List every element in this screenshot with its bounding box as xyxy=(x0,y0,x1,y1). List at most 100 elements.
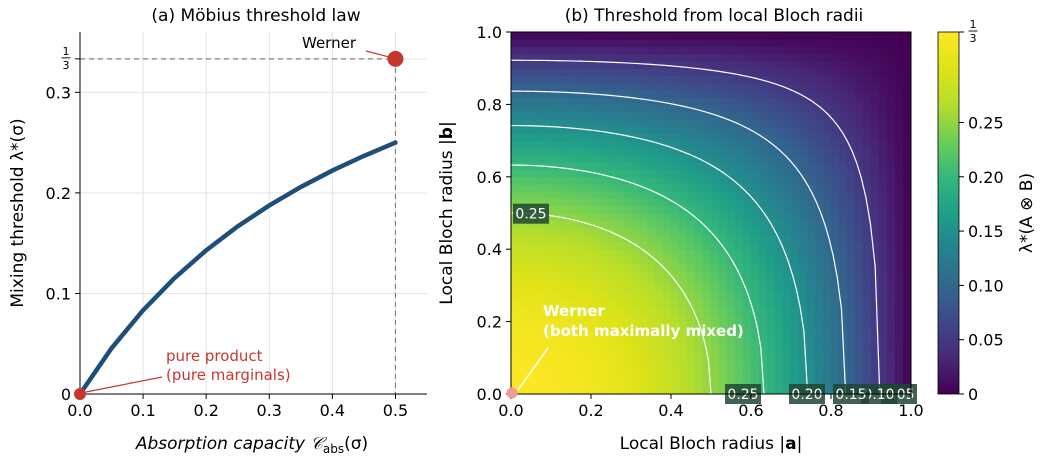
heatmap-cell xyxy=(719,241,728,250)
heatmap-cell xyxy=(863,213,872,221)
heatmap-cell xyxy=(719,263,728,272)
heatmap-cell xyxy=(847,234,856,243)
x-tick-label: 0.2 xyxy=(193,401,218,420)
x-tick-label: 0.5 xyxy=(383,401,408,420)
heatmap-cell xyxy=(599,227,608,236)
heatmap-cell xyxy=(663,386,672,394)
heatmap-cell xyxy=(887,372,896,381)
heatmap-cell xyxy=(559,46,568,55)
heatmap-cell xyxy=(695,234,704,243)
heatmap-cell xyxy=(703,133,712,142)
heatmap-cell xyxy=(735,126,744,134)
panel-a-y-axis-label: Mixing threshold λ*(σ) xyxy=(8,118,28,307)
heatmap-cell xyxy=(639,75,648,84)
heatmap-cell xyxy=(559,350,568,359)
heatmap-cell xyxy=(647,249,656,258)
heatmap-cell xyxy=(639,104,648,113)
heatmap-cell xyxy=(511,270,520,279)
heatmap-cell xyxy=(647,169,656,178)
heatmap-cell xyxy=(831,256,840,265)
heatmap-cell xyxy=(903,249,911,258)
heatmap-cell xyxy=(639,350,648,359)
heatmap-cell xyxy=(543,184,552,192)
heatmap-cell xyxy=(607,184,616,192)
heatmap-cell xyxy=(887,321,896,330)
heatmap-cell xyxy=(535,263,544,272)
heatmap-cell xyxy=(735,372,744,381)
heatmap-cell xyxy=(511,111,520,120)
heatmap-cell xyxy=(815,249,824,258)
heatmap-cell xyxy=(655,321,664,330)
heatmap-cell xyxy=(687,321,696,330)
heatmap-cell xyxy=(583,307,592,315)
heatmap-cell xyxy=(671,184,680,192)
y-tick-label: 0.2 xyxy=(46,184,71,203)
heatmap-cell xyxy=(535,82,544,91)
heatmap-cell xyxy=(759,82,768,91)
heatmap-cell xyxy=(567,191,576,200)
heatmap-cell xyxy=(703,191,712,200)
heatmap-cell xyxy=(679,220,688,229)
heatmap-cell xyxy=(543,46,552,55)
heatmap-cell xyxy=(623,176,632,185)
heatmap-cell xyxy=(679,249,688,258)
heatmap-cell xyxy=(551,176,560,185)
heatmap-cell xyxy=(511,278,520,286)
heatmap-cell xyxy=(895,299,904,308)
heatmap-cell xyxy=(543,292,552,301)
heatmap-cell xyxy=(783,191,792,200)
heatmap-cell xyxy=(679,75,688,84)
heatmap-cell xyxy=(783,169,792,178)
heatmap-cell xyxy=(615,169,624,178)
heatmap-cell xyxy=(615,379,624,388)
heatmap-cell xyxy=(727,357,736,366)
heatmap-cell xyxy=(647,321,656,330)
heatmap-cell xyxy=(551,191,560,200)
panel-b-frame xyxy=(510,31,912,395)
heatmap-cell xyxy=(535,321,544,330)
heatmap-cell xyxy=(839,379,848,388)
heatmap-cell xyxy=(887,118,896,127)
heatmap-cell xyxy=(895,111,904,120)
heatmap-cell xyxy=(639,53,648,62)
heatmap-cell xyxy=(511,53,520,62)
annotation-arrow xyxy=(517,347,549,391)
heatmap-cell xyxy=(647,386,656,394)
heatmap-cell xyxy=(551,60,560,69)
heatmap-cell xyxy=(703,336,712,344)
heatmap-cell xyxy=(599,89,608,98)
heatmap-cell xyxy=(719,365,728,373)
heatmap-cell xyxy=(527,198,536,207)
heatmap-cell xyxy=(679,343,688,352)
heatmap-cell xyxy=(623,118,632,127)
heatmap-cell xyxy=(607,292,616,301)
heatmap-cell xyxy=(799,372,808,381)
heatmap-cell xyxy=(695,372,704,381)
heatmap-cell xyxy=(663,126,672,134)
heatmap-cell xyxy=(767,278,776,286)
heatmap-cell xyxy=(871,336,880,344)
heatmap-cell xyxy=(559,53,568,62)
heatmap-cell xyxy=(575,386,584,394)
heatmap-cell xyxy=(831,140,840,149)
panel-a-axes xyxy=(79,32,427,395)
heatmap-cell xyxy=(551,53,560,62)
heatmap-cell xyxy=(567,147,576,156)
heatmap-cell xyxy=(519,256,528,265)
heatmap-cell xyxy=(615,198,624,207)
heatmap-cell xyxy=(759,162,768,171)
colorbar-tick-label-numerator: 1 xyxy=(970,18,977,31)
heatmap-cell xyxy=(879,299,888,308)
heatmap-cell xyxy=(687,89,696,98)
heatmap-cell xyxy=(599,213,608,221)
heatmap-cell xyxy=(895,184,904,192)
heatmap-cell xyxy=(663,256,672,265)
heatmap-cell xyxy=(623,328,632,337)
colorbar-tick-label: 13 xyxy=(968,18,978,45)
heatmap-cell xyxy=(903,97,911,105)
heatmap-cell xyxy=(767,234,776,243)
heatmap-cell xyxy=(623,162,632,171)
heatmap-cell xyxy=(599,104,608,113)
heatmap-cell xyxy=(735,357,744,366)
heatmap-cell xyxy=(671,140,680,149)
